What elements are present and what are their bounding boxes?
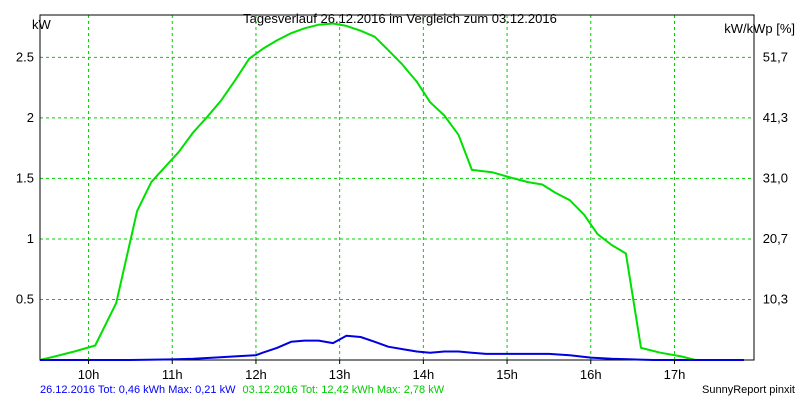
y-right-tick-label: 20,7 xyxy=(763,231,788,246)
x-tick-label: 12h xyxy=(245,367,267,382)
chart-title: Tagesverlauf 26.12.2016 im Vergleich zum… xyxy=(243,11,557,26)
y-left-tick-label: 0.5 xyxy=(16,291,34,306)
y-axis-left-unit: kW xyxy=(32,17,52,32)
x-tick-label: 11h xyxy=(162,367,183,382)
y-axis-left-ticks: 0.5 1 1.5 2 2.5 xyxy=(16,49,34,306)
series-line-03.12.2016 xyxy=(39,22,744,361)
series-layer xyxy=(39,22,744,361)
x-tick-label: 16h xyxy=(580,367,602,382)
y-left-tick-label: 1.5 xyxy=(16,170,34,185)
footer-credit: SunnyReport pinxit xyxy=(702,384,795,396)
y-axis-right-unit: kW/kWp [%] xyxy=(724,21,795,36)
y-left-tick-label: 2.5 xyxy=(16,49,34,64)
y-right-tick-label: 10,3 xyxy=(763,291,788,306)
y-right-tick-label: 51,7 xyxy=(763,49,788,64)
x-axis-ticks: 10h 11h 12h 13h 14h 15h 16h 17h xyxy=(78,360,686,382)
footer-legend: 26.12.2016 Tot: 0,46 kWh Max: 0,21 kW 03… xyxy=(40,384,445,396)
plot-frame xyxy=(39,14,755,361)
x-tick-label: 14h xyxy=(413,367,435,382)
x-tick-label: 17h xyxy=(664,367,686,382)
legend-26-12-2016: 26.12.2016 Tot: 0,46 kWh Max: 0,21 kW xyxy=(40,384,236,396)
legend-03-12-2016: 03.12.2016 Tot: 12,42 kWh Max: 2,78 kW xyxy=(243,384,445,396)
x-tick-label: 10h xyxy=(78,367,100,382)
x-tick-label: 13h xyxy=(329,367,351,382)
y-right-tick-label: 31,0 xyxy=(763,170,788,185)
y-right-tick-label: 41,3 xyxy=(763,110,788,125)
y-left-tick-label: 2 xyxy=(27,110,34,125)
x-tick-label: 15h xyxy=(496,367,518,382)
y-axis-right-ticks: 10,3 20,7 31,0 41,3 51,7 xyxy=(763,49,788,306)
y-left-tick-label: 1 xyxy=(27,231,34,246)
series-line-26.12.2016 xyxy=(40,334,744,361)
grid xyxy=(40,15,754,360)
